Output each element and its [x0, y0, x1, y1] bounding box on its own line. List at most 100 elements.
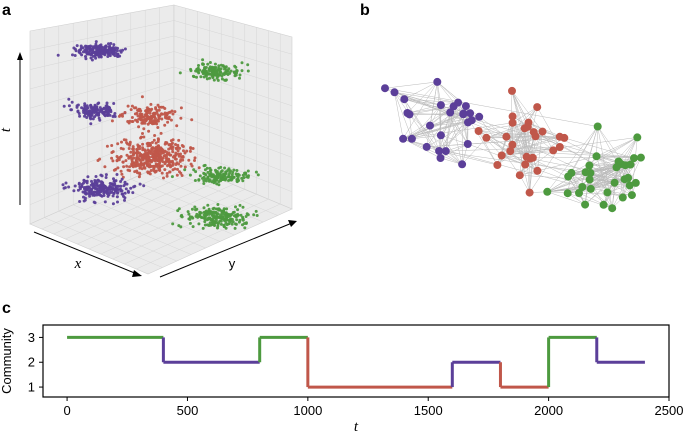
x-axis-arrow	[33, 231, 138, 275]
data-point	[169, 145, 173, 149]
network-node	[627, 191, 636, 200]
data-point	[119, 180, 123, 183]
data-point	[90, 179, 93, 183]
data-point	[219, 222, 223, 226]
network-edge	[411, 135, 441, 140]
data-point	[61, 183, 65, 187]
data-point	[163, 112, 166, 116]
network-edge	[590, 172, 613, 209]
network-node	[403, 109, 412, 117]
data-point	[164, 157, 168, 160]
grid-line	[173, 128, 293, 175]
data-point	[111, 194, 115, 198]
network-node	[586, 184, 595, 193]
network-edge	[402, 138, 441, 159]
network-node	[482, 133, 491, 142]
data-point	[116, 54, 119, 58]
y-tick-label: 1	[28, 380, 35, 395]
data-point	[143, 148, 147, 152]
data-point	[177, 207, 181, 211]
data-point	[213, 62, 217, 66]
data-point	[198, 210, 202, 214]
data-point	[216, 78, 220, 82]
data-point	[211, 66, 215, 70]
data-point	[91, 54, 95, 58]
grid-line	[145, 172, 264, 223]
network-edge	[486, 122, 529, 139]
network-node	[529, 128, 538, 137]
data-point	[163, 168, 167, 172]
data-point	[198, 174, 202, 178]
network-edge	[440, 135, 463, 165]
data-point	[203, 172, 207, 176]
data-point	[146, 170, 150, 174]
data-point	[243, 222, 246, 225]
data-point	[161, 160, 165, 164]
data-point	[100, 110, 103, 114]
data-point	[173, 154, 177, 158]
network-node	[538, 127, 547, 136]
network-node	[381, 84, 389, 93]
network-edge	[404, 99, 441, 159]
community-step-lines	[67, 335, 645, 389]
data-point	[215, 174, 219, 178]
data-point	[154, 141, 158, 145]
network-edge	[571, 126, 598, 174]
data-point	[171, 222, 175, 226]
data-point	[72, 189, 76, 193]
data-point	[167, 115, 171, 119]
network-edge	[384, 81, 438, 89]
panel-a-3d-scatter: t x y	[0, 4, 297, 278]
data-point	[96, 178, 100, 182]
data-point	[136, 114, 140, 118]
data-point	[123, 198, 126, 202]
data-point	[149, 169, 153, 172]
data-point	[88, 48, 92, 52]
data-point	[219, 165, 223, 169]
data-point	[111, 48, 115, 52]
data-point	[105, 104, 109, 107]
data-point	[126, 120, 130, 123]
data-point	[165, 113, 169, 117]
data-point	[178, 170, 181, 174]
network-edge	[429, 114, 464, 126]
data-point	[190, 164, 194, 168]
data-point	[197, 222, 201, 226]
x-tick-label: 1500	[414, 403, 443, 418]
data-point	[142, 184, 146, 188]
data-point	[254, 170, 258, 174]
data-point	[206, 217, 210, 221]
data-point	[212, 78, 216, 82]
data-point	[78, 114, 82, 118]
network-node	[575, 189, 583, 197]
data-point	[133, 106, 136, 110]
data-point	[241, 179, 245, 183]
y-tick-label: 2	[28, 355, 35, 370]
data-point	[225, 223, 229, 227]
data-point	[105, 144, 109, 148]
data-point	[193, 159, 196, 162]
data-point	[107, 51, 111, 55]
data-point	[210, 211, 214, 215]
data-point	[89, 53, 93, 57]
data-point	[203, 66, 207, 69]
data-point	[73, 54, 77, 57]
data-point	[85, 48, 89, 52]
data-point	[106, 111, 110, 115]
network-node	[461, 102, 470, 111]
data-point	[145, 106, 149, 110]
data-point	[163, 162, 167, 166]
data-point	[174, 151, 178, 155]
network-node	[524, 118, 533, 127]
data-point	[156, 126, 160, 129]
data-point	[212, 206, 216, 210]
data-point	[234, 222, 238, 226]
network-edge	[596, 137, 638, 157]
network-edge	[529, 132, 534, 193]
data-point	[202, 75, 206, 79]
data-point	[167, 147, 171, 151]
data-point	[133, 162, 137, 165]
network-edge	[403, 138, 463, 165]
data-point	[183, 168, 187, 172]
data-point	[136, 156, 140, 160]
